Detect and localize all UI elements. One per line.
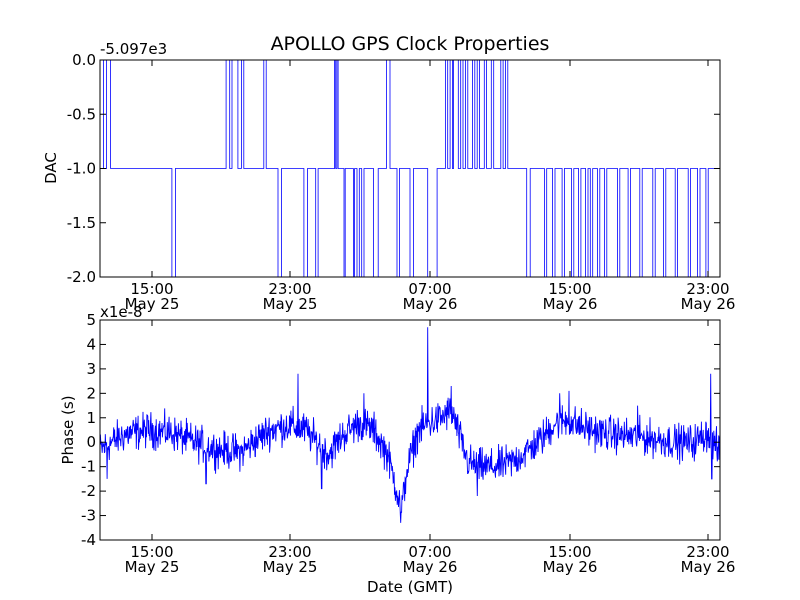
dac-x-tick-date: May 25: [263, 295, 318, 313]
phase-y-tick-label: -4: [81, 531, 96, 549]
phase-plot-frame: [99, 319, 721, 541]
phase-y-tick-label: 3: [86, 360, 96, 378]
phase-y-tick-label: 1: [86, 409, 96, 427]
phase-x-tick-date: May 26: [403, 558, 458, 576]
dac-x-tick-time: 23:00: [268, 280, 311, 298]
phase-series-line: [99, 327, 721, 523]
phase-y-tick-label: -2: [81, 482, 96, 500]
phase-x-tick-date: May 26: [681, 558, 736, 576]
phase-x-tick-date: May 26: [543, 558, 598, 576]
dac-x-tick-date: May 26: [543, 295, 598, 313]
dac-x-tick-date: May 25: [125, 295, 180, 313]
dac-y-tick-label: -1.5: [67, 214, 96, 232]
chart-title: APOLLO GPS Clock Properties: [271, 33, 550, 55]
dac-y-tick-label: -0.5: [67, 105, 96, 123]
phase-y-tick-label: 2: [86, 384, 96, 402]
phase-offset-label: x1e-8: [100, 303, 143, 321]
dac-y-axis-label: DAC: [42, 152, 60, 184]
dac-x-tick-time: 23:00: [686, 280, 729, 298]
phase-x-tick-time: 07:00: [408, 543, 451, 561]
dac-offset-label: -5.097e3: [100, 40, 167, 58]
dac-x-tick-time: 15:00: [130, 280, 173, 298]
dac-x-tick-time: 15:00: [548, 280, 591, 298]
dac-y-tick-label: -2.0: [67, 268, 96, 286]
dac-x-tick-date: May 26: [681, 295, 736, 313]
phase-y-tick-label: -1: [81, 458, 96, 476]
phase-x-tick-time: 15:00: [130, 543, 173, 561]
dac-x-tick-time: 07:00: [408, 280, 451, 298]
phase-x-tick-date: May 25: [263, 558, 318, 576]
dac-y-tick-label: -1.0: [67, 160, 96, 178]
phase-y-tick-label: 4: [86, 335, 96, 353]
phase-y-tick-label: 5: [86, 311, 96, 329]
phase-y-tick-label: -3: [81, 507, 96, 525]
phase-y-axis-label: Phase (s): [59, 395, 77, 464]
phase-x-tick-time: 15:00: [548, 543, 591, 561]
phase-x-tick-time: 23:00: [268, 543, 311, 561]
x-axis-label: Date (GMT): [367, 578, 453, 596]
phase-x-tick-time: 23:00: [686, 543, 729, 561]
phase-y-tick-label: 0: [86, 433, 96, 451]
phase-x-tick-date: May 25: [125, 558, 180, 576]
dac-x-tick-date: May 26: [403, 295, 458, 313]
dac-y-tick-label: 0.0: [72, 51, 96, 69]
